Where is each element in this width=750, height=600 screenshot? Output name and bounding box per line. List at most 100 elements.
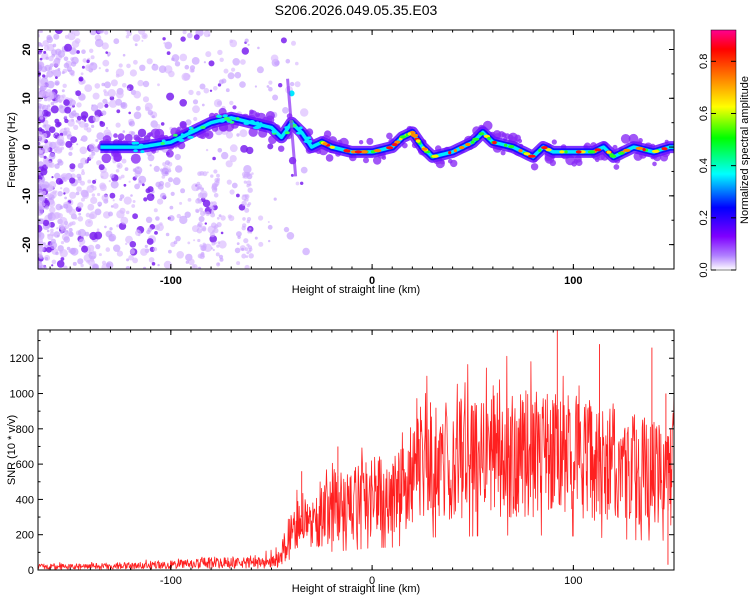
noise-blob (55, 48, 62, 55)
y-tick-label: 400 (16, 494, 34, 506)
ridge-blob (249, 109, 254, 115)
noise-blob (126, 30, 132, 37)
noise-blob (95, 244, 101, 250)
noise-blob (191, 263, 198, 269)
ridge-hotspot (131, 141, 137, 145)
noise-blob (151, 115, 155, 119)
noise-blob (195, 30, 203, 36)
noise-blob (189, 67, 195, 73)
noise-blob (135, 105, 141, 111)
ridge-hotspot (373, 149, 382, 153)
noise-blob (63, 203, 69, 209)
ridge-hotspot (200, 125, 206, 129)
noise-blob (92, 115, 100, 123)
y-tick-label: 1200 (10, 353, 34, 365)
ridge-hotspot (642, 148, 646, 152)
noise-blob (213, 193, 219, 198)
spectrogram-xlabel: Height of straight line (km) (292, 284, 420, 296)
noise-blob (168, 215, 175, 222)
noise-blob (54, 172, 61, 179)
noise-blob (151, 63, 159, 71)
noise-blob (204, 222, 207, 225)
noise-blob (129, 241, 137, 248)
noise-blob (147, 227, 153, 232)
noise-blob (76, 186, 82, 192)
noise-blob (48, 126, 56, 133)
ridge-hotspot (635, 146, 644, 150)
noise-blob (273, 197, 277, 201)
noise-blob (101, 110, 107, 116)
noise-blob (113, 38, 120, 45)
ridge-blob (117, 133, 125, 141)
y-tick-label: -20 (21, 237, 33, 253)
noise-blob (300, 166, 308, 174)
noise-blob (87, 179, 92, 184)
y-tick-label: 10 (21, 92, 33, 104)
noise-blob (116, 224, 120, 228)
noise-blob (174, 61, 181, 67)
noise-blob (215, 252, 220, 257)
noise-blob (89, 48, 94, 53)
ridge-blob (575, 159, 583, 167)
noise-blob (210, 211, 214, 215)
ridge-hotspot (415, 139, 421, 143)
ridge-hotspot (161, 139, 166, 143)
noise-blob (107, 89, 116, 98)
noise-blob (81, 49, 86, 54)
noise-blob (38, 121, 41, 126)
noise-blob (63, 192, 66, 195)
noise-blob (243, 180, 247, 184)
noise-blob (39, 57, 43, 61)
noise-blob (217, 241, 221, 245)
noise-blob (59, 249, 68, 258)
noise-blob (51, 176, 54, 179)
noise-blob (197, 171, 202, 176)
ridge-hotspot (303, 140, 310, 143)
colorbar-tick-label: 0.6 (698, 106, 710, 121)
noise-blob (241, 247, 245, 251)
noise-blob (133, 90, 142, 99)
noise-blob (63, 236, 70, 243)
noise-blob (38, 42, 42, 47)
noise-blob (132, 213, 139, 220)
noise-blob (104, 30, 109, 35)
noise-blob (81, 235, 84, 238)
noise-blob (212, 156, 216, 161)
noise-blob (241, 200, 247, 207)
noise-blob (83, 126, 89, 131)
ridge-hotspot (138, 143, 144, 147)
ridge-blob (373, 156, 382, 165)
noise-blob (76, 102, 82, 108)
noise-blob (55, 178, 63, 185)
noise-blob (197, 238, 201, 243)
noise-blob (38, 224, 43, 233)
noise-blob (191, 57, 200, 65)
ridge-hotspot (508, 145, 515, 149)
y-tick-label: 20 (21, 43, 33, 55)
noise-blob (38, 237, 44, 246)
noise-blob (220, 215, 226, 221)
noise-blob (51, 234, 55, 237)
noise-blob (64, 106, 72, 114)
noise-blob (251, 172, 254, 175)
noise-blob (179, 215, 188, 225)
noise-blob (247, 43, 250, 46)
colorbar-axis: 0.0 0.2 0.4 0.6 0.8 (698, 54, 736, 278)
noise-blob (285, 58, 291, 64)
noise-blob (198, 216, 205, 222)
noise-blob (176, 251, 184, 259)
noise-blob (84, 231, 90, 237)
noise-blob (138, 180, 142, 183)
noise-blob (113, 244, 121, 252)
noise-blob (175, 165, 183, 173)
noise-blob (39, 49, 43, 53)
noise-blob (105, 247, 111, 252)
noise-blob (78, 121, 86, 128)
noise-blob (80, 263, 84, 268)
noise-blob (52, 212, 60, 220)
noise-blob (268, 239, 271, 243)
noise-blob (44, 98, 48, 102)
noise-blob (52, 43, 57, 48)
ridge-hotspot (399, 135, 407, 139)
